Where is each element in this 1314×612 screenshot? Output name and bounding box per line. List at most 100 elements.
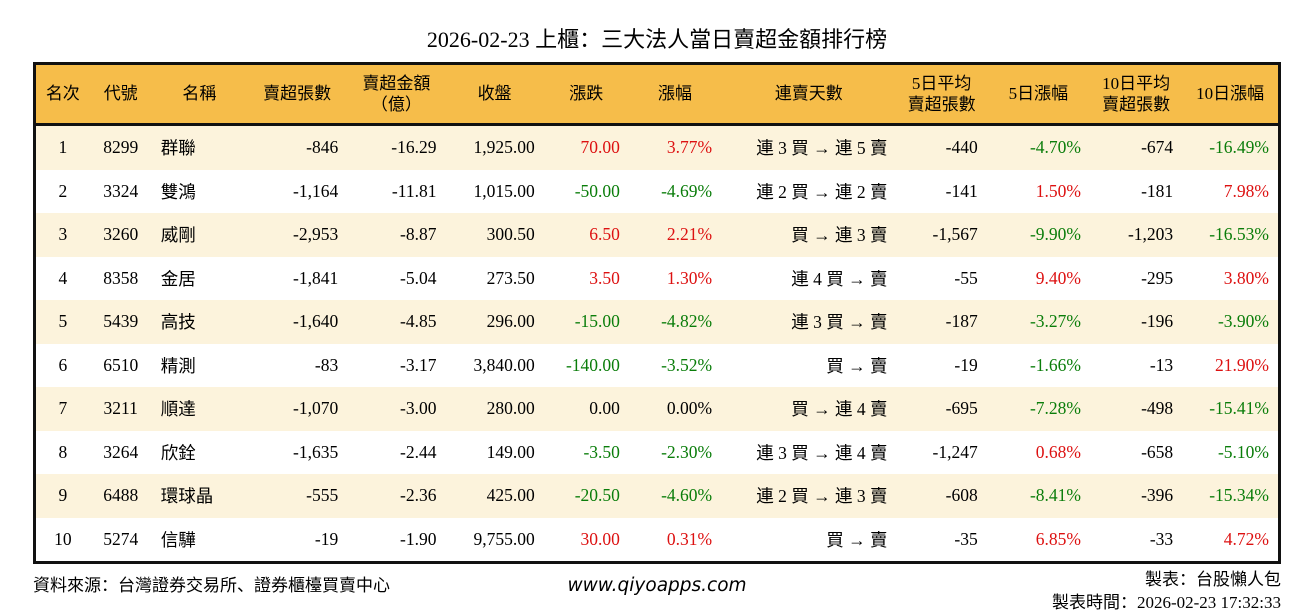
cell-pct10: -5.10% <box>1217 441 1269 462</box>
cell-sell_shares: -555 <box>306 485 339 506</box>
cell-name: 環球晶 <box>160 486 214 507</box>
cell-avg5: -1,247 <box>932 441 978 462</box>
cell-pct10: -16.53% <box>1209 224 1269 245</box>
cell-code: 3211 <box>103 398 138 419</box>
column-header-pct10: 10日漲幅 <box>1182 63 1280 126</box>
cell-avg5: -187 <box>945 311 978 332</box>
cell-code: 8358 <box>103 267 139 288</box>
cell-sell_shares: -1,841 <box>293 267 339 288</box>
cell-change_pct: 1.30% <box>666 267 713 288</box>
column-header-streak: 連賣天數 <box>721 63 897 126</box>
column-header-avg10: 10日平均 賣超張數 <box>1089 63 1183 126</box>
cell-avg5: -55 <box>954 267 978 288</box>
data-source-note: 資料來源：台灣證券交易所、證券櫃檯買賣中心 <box>33 576 390 595</box>
column-header-change: 漲跌 <box>543 63 629 126</box>
cell-avg10: -181 <box>1141 180 1174 201</box>
cell-change_pct: -3.52% <box>661 354 713 375</box>
cell-name: 金居 <box>160 268 196 289</box>
cell-close: 425.00 <box>486 485 535 506</box>
cell-rank: 6 <box>58 354 68 375</box>
cell-pct5: -7.28% <box>1029 398 1081 419</box>
cell-avg5: -608 <box>945 485 978 506</box>
cell-streak: 連 2 買 → 連 2 賣 <box>756 181 888 202</box>
cell-close: 149.00 <box>486 441 535 462</box>
cell-name: 高技 <box>160 312 196 333</box>
cell-code: 3264 <box>103 441 139 462</box>
cell-change: -15.00 <box>574 311 620 332</box>
cell-streak: 連 3 買 → 賣 <box>791 312 888 333</box>
page-title: 2026-02-23 上櫃：三大法人當日賣超金額排行榜 <box>426 27 888 52</box>
cell-pct5: -8.41% <box>1029 485 1081 506</box>
cell-pct10: -3.90% <box>1217 311 1269 332</box>
cell-avg5: -1,567 <box>932 224 978 245</box>
cell-change: 3.50 <box>589 267 620 288</box>
cell-pct5: 6.85% <box>1035 528 1081 549</box>
cell-change_pct: -4.69% <box>661 180 713 201</box>
cell-pct10: -15.34% <box>1209 485 1269 506</box>
table-row: 7 3211 順達 -1,070 -3.00 280.00 0.00 0.00% 買 → 連 4… <box>34 387 1280 431</box>
cell-name: 雙鴻 <box>160 181 196 202</box>
cell-streak: 連 3 買 → 連 4 賣 <box>756 442 888 463</box>
cell-change: 70.00 <box>580 137 620 158</box>
table-row: 10 5274 信驊 -19 -1.90 9,755.00 30.00 0.31% 買 → 賣 -… <box>34 517 1280 563</box>
cell-change: -3.50 <box>583 441 620 462</box>
table-row: 4 8358 金居 -1,841 -5.04 273.50 3.50 1.30% 連 4 買 →… <box>34 256 1280 300</box>
cell-sell_shares: -846 <box>306 137 339 158</box>
cell-avg5: -19 <box>954 354 978 375</box>
cell-pct5: 9.40% <box>1035 267 1081 288</box>
cell-rank: 7 <box>58 398 68 419</box>
cell-change: 0.00 <box>589 398 620 419</box>
table-row: 3 3260 威剛 -2,953 -8.87 300.50 6.50 2.21% 買 → 連 3… <box>34 213 1280 257</box>
cell-streak: 連 3 買 → 連 5 賣 <box>756 138 888 159</box>
cell-streak: 買 → 連 4 賣 <box>791 399 888 420</box>
cell-close: 280.00 <box>486 398 535 419</box>
table-row: 6 6510 精測 -83 -3.17 3,840.00 -140.00 -3.52% 買 → … <box>34 343 1280 387</box>
cell-rank: 1 <box>58 137 68 158</box>
table-row: 8 3264 欣銓 -1,635 -2.44 149.00 -3.50 -2.30% 連 3 買… <box>34 430 1280 474</box>
cell-pct10: 3.80% <box>1223 267 1269 288</box>
cell-change_pct: -2.30% <box>661 441 713 462</box>
cell-change: -50.00 <box>574 180 620 201</box>
cell-pct5: -1.66% <box>1029 354 1081 375</box>
cell-close: 3,840.00 <box>473 354 535 375</box>
cell-pct10: -16.49% <box>1209 137 1269 158</box>
cell-change_pct: 0.00% <box>666 398 713 419</box>
cell-pct5: -3.27% <box>1029 311 1081 332</box>
column-header-name: 名稱 <box>151 63 247 126</box>
cell-change_pct: 0.31% <box>666 528 713 549</box>
cell-code: 6488 <box>103 485 139 506</box>
cell-rank: 5 <box>58 311 68 332</box>
cell-sell_amount: -2.44 <box>400 441 437 462</box>
cell-rank: 4 <box>58 267 68 288</box>
column-header-avg5: 5日平均 賣超張數 <box>896 63 987 126</box>
cell-name: 欣銓 <box>160 442 196 463</box>
cell-sell_amount: -2.36 <box>400 485 437 506</box>
cell-sell_shares: -19 <box>314 528 339 549</box>
cell-name: 信驊 <box>160 529 196 550</box>
ranking-table-wrapper: 名次 代號 名稱 賣超張數 賣超金額 （億） 收盤 漲跌 漲幅 連賣天數 5日平均 賣超張數 5日漲… <box>33 62 1281 564</box>
cell-sell_shares: -83 <box>314 354 339 375</box>
cell-sell_amount: -5.04 <box>400 267 437 288</box>
table-row: 9 6488 環球晶 -555 -2.36 425.00 -20.50 -4.60% 連 2 買… <box>34 474 1280 518</box>
cell-close: 9,755.00 <box>473 528 535 549</box>
cell-sell_shares: -1,164 <box>293 180 339 201</box>
cell-streak: 買 → 賣 <box>826 529 888 550</box>
cell-change_pct: -4.60% <box>661 485 713 506</box>
maker-credit: 製表：台股懶人包 <box>1145 570 1281 589</box>
cell-code: 5439 <box>103 311 139 332</box>
cell-streak: 連 2 買 → 連 3 賣 <box>756 486 888 507</box>
cell-sell_shares: -1,635 <box>293 441 339 462</box>
header-row: 名次 代號 名稱 賣超張數 賣超金額 （億） 收盤 漲跌 漲幅 連賣天數 5日平均 賣超張數 5日漲… <box>34 63 1280 126</box>
cell-name: 順達 <box>160 399 196 420</box>
cell-code: 3260 <box>103 224 139 245</box>
cell-rank: 10 <box>54 528 72 549</box>
cell-pct10: 4.72% <box>1223 528 1269 549</box>
made-at-timestamp: 製表時間：2026-02-23 17:32:33 <box>1051 593 1281 612</box>
table-row: 5 5439 高技 -1,640 -4.85 296.00 -15.00 -4.82% 連 3 … <box>34 300 1280 344</box>
table-header: 名次 代號 名稱 賣超張數 賣超金額 （億） 收盤 漲跌 漲幅 連賣天數 5日平均 賣超張數 5日漲… <box>34 63 1280 126</box>
cell-close: 300.50 <box>486 224 535 245</box>
cell-avg10: -13 <box>1149 354 1174 375</box>
cell-avg5: -695 <box>945 398 978 419</box>
table-body: 1 8299 群聯 -846 -16.29 1,925.00 70.00 3.77% 連 3 買… <box>34 124 1280 563</box>
cell-pct10: 7.98% <box>1223 180 1269 201</box>
